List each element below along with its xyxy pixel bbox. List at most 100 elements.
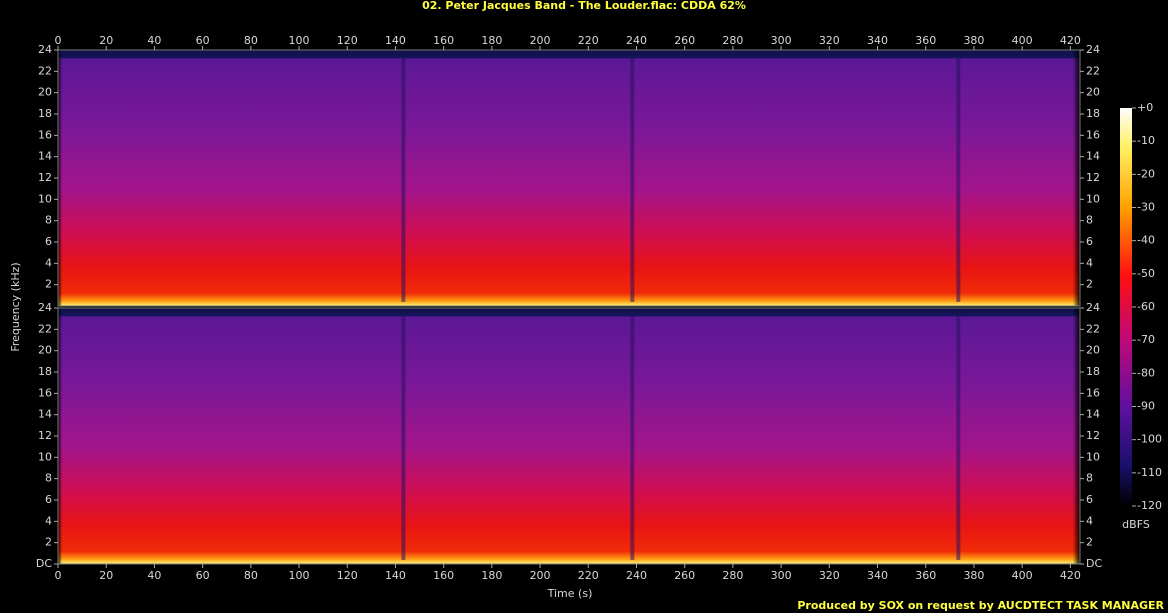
y-tick-label: 18: [38, 365, 52, 378]
y-tick-label: 20: [38, 344, 52, 357]
colorbar-tick-label: -120: [1137, 499, 1162, 512]
y-tick-label: 22: [38, 322, 52, 335]
x-tick-label: 0: [55, 34, 62, 47]
y-tick-label: 4: [45, 256, 52, 269]
colorbar-label: dBFS: [1122, 518, 1150, 531]
y-tick-label: 24: [38, 43, 52, 56]
y-tick-label: 6: [45, 493, 52, 506]
y-tick-label: 2: [1086, 536, 1093, 549]
y-tick-label: 8: [1086, 472, 1093, 485]
y-tick-label: 14: [38, 408, 52, 421]
y-tick-label: 8: [1086, 214, 1093, 227]
colorbar-tick-label: -20: [1137, 167, 1155, 180]
x-tick-label: 360: [915, 569, 936, 582]
x-tick-label: 40: [147, 34, 161, 47]
colorbar-tick-label: -60: [1137, 300, 1155, 313]
x-tick-label: 300: [771, 34, 792, 47]
y-tick-label: 16: [1086, 386, 1100, 399]
footer: Produced by SOX on request by AUCDTECT T…: [797, 599, 1164, 612]
fade-edge: [58, 50, 1080, 306]
y-tick-label: 20: [1086, 86, 1100, 99]
x-tick-label: 280: [722, 569, 743, 582]
colorbar: [1120, 108, 1132, 506]
x-tick-label: 60: [196, 34, 210, 47]
x-tick-label: 160: [433, 569, 454, 582]
y-tick-label: 22: [1086, 64, 1100, 77]
y-tick-label: 6: [1086, 235, 1093, 248]
x-tick-label: 120: [337, 569, 358, 582]
colorbar-tick-label: +0: [1137, 101, 1153, 114]
y-tick-label: 4: [45, 514, 52, 527]
y-tick-label: 4: [1086, 514, 1093, 527]
x-tick-label: 360: [915, 34, 936, 47]
x-tick-label: 400: [1012, 34, 1033, 47]
y-tick-label: 12: [38, 429, 52, 442]
y-tick-label: 4: [1086, 256, 1093, 269]
x-tick-label: 60: [196, 569, 210, 582]
x-tick-label: 140: [385, 34, 406, 47]
y-tick-label: 10: [38, 192, 52, 205]
x-tick-label: 300: [771, 569, 792, 582]
y-tick-label: 2: [1086, 278, 1093, 291]
y-tick-label: DC: [36, 557, 52, 570]
x-tick-label: 260: [674, 34, 695, 47]
colorbar-tick-label: -70: [1137, 333, 1155, 346]
y-tick-label: 24: [1086, 43, 1100, 56]
x-tick-label: 240: [626, 34, 647, 47]
colorbar-tick-label: -100: [1137, 433, 1162, 446]
x-tick-label: 240: [626, 569, 647, 582]
x-tick-label: 420: [1060, 34, 1081, 47]
x-tick-label: 100: [289, 34, 310, 47]
x-tick-label: 220: [578, 569, 599, 582]
y-tick-label: 2: [45, 278, 52, 291]
x-tick-label: 80: [244, 569, 258, 582]
x-tick-label: 340: [867, 569, 888, 582]
x-tick-label: 220: [578, 34, 599, 47]
x-tick-label: 340: [867, 34, 888, 47]
plots: [57, 49, 1081, 565]
y-tick-label: 10: [1086, 192, 1100, 205]
x-tick-label: 320: [819, 569, 840, 582]
colorbar-tick-label: -30: [1137, 201, 1155, 214]
y-tick-label: 14: [38, 150, 52, 163]
colorbar-tick-label: -110: [1137, 466, 1162, 479]
y-tick-label: 14: [1086, 150, 1100, 163]
x-tick-label: 400: [1012, 569, 1033, 582]
colorbar-tick-label: -80: [1137, 366, 1155, 379]
colorbar-tick-label: -50: [1137, 267, 1155, 280]
y-tick-label: 16: [1086, 128, 1100, 141]
y-tick-label: 24: [38, 301, 52, 314]
y-tick-label: 2: [45, 536, 52, 549]
y-tick-label: 18: [1086, 107, 1100, 120]
x-tick-label: 260: [674, 569, 695, 582]
x-tick-label: 0: [55, 569, 62, 582]
colorbar-tick-label: -40: [1137, 234, 1155, 247]
x-tick-label: 320: [819, 34, 840, 47]
x-tick-label: 200: [530, 34, 551, 47]
y-tick-label: 6: [1086, 493, 1093, 506]
y-tick-label: 8: [45, 472, 52, 485]
x-tick-label: 420: [1060, 569, 1081, 582]
y-tick-label: 18: [38, 107, 52, 120]
x-tick-label: 200: [530, 569, 551, 582]
x-tick-label: 160: [433, 34, 454, 47]
y-tick-label: 14: [1086, 408, 1100, 421]
y-tick-label: DC: [1086, 557, 1102, 570]
y-tick-label: 20: [38, 86, 52, 99]
y-tick-label: 12: [1086, 429, 1100, 442]
y-tick-label: 22: [38, 64, 52, 77]
x-tick-label: 280: [722, 34, 743, 47]
x-tick-label: 380: [963, 569, 984, 582]
y-tick-label: 16: [38, 128, 52, 141]
y-axis-label: Frequency (kHz): [9, 262, 22, 351]
x-tick-label: 180: [481, 569, 502, 582]
y-tick-label: 8: [45, 214, 52, 227]
x-tick-label: 380: [963, 34, 984, 47]
x-tick-label: 120: [337, 34, 358, 47]
x-tick-label: 180: [481, 34, 502, 47]
x-tick-label: 20: [99, 34, 113, 47]
fade-edge: [58, 308, 1080, 564]
colorbar-tick-label: -90: [1137, 400, 1155, 413]
